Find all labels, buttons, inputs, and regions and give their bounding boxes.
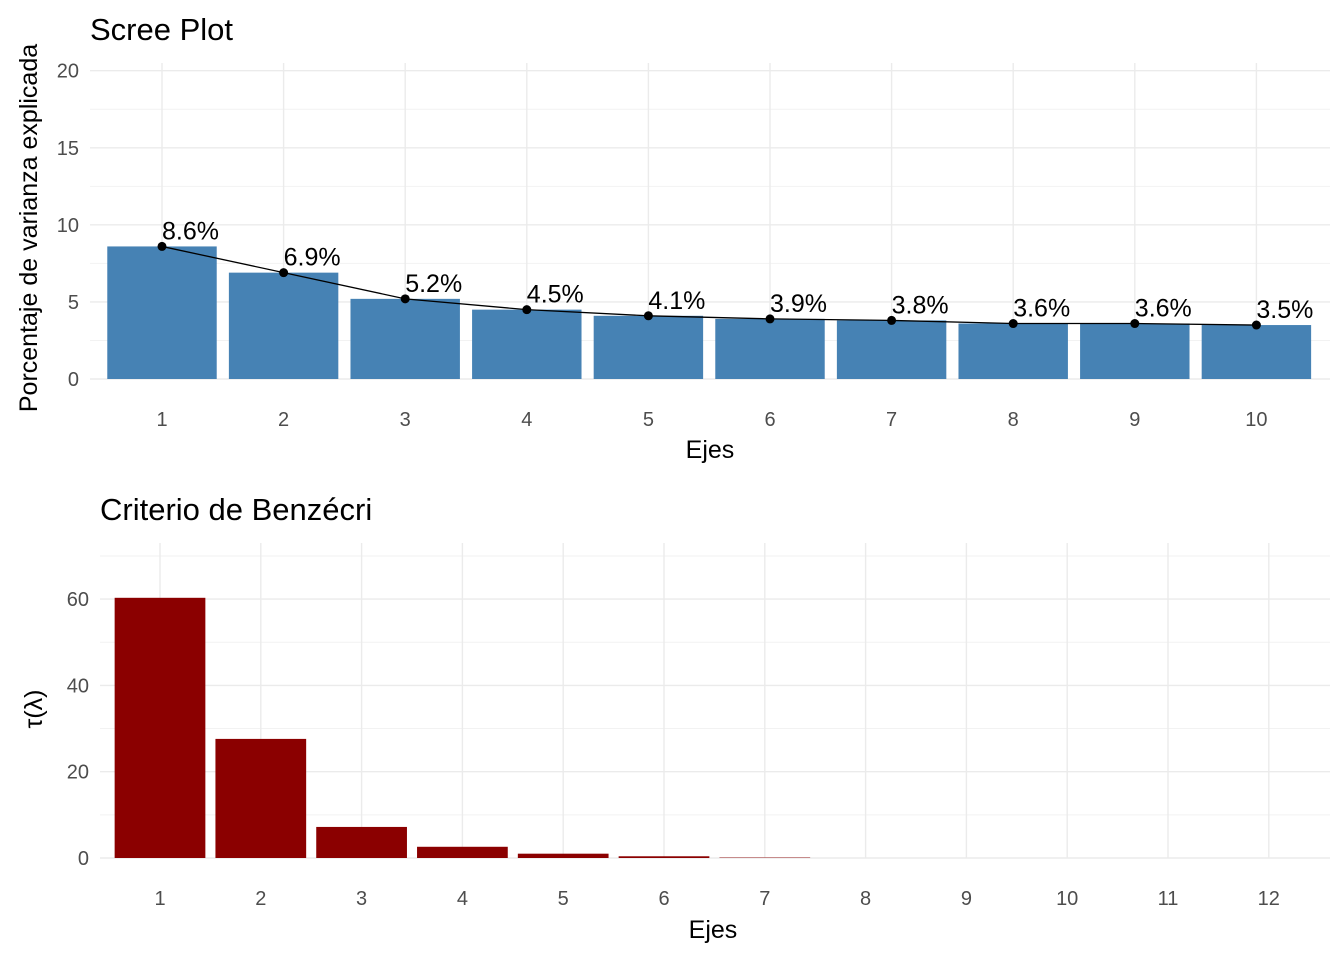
scree-plot-point bbox=[765, 314, 775, 324]
scree-plot-y-tick-label: 20 bbox=[57, 61, 79, 83]
benzecri-bar bbox=[114, 597, 206, 858]
scree-plot-y-tick-label: 15 bbox=[57, 138, 79, 160]
benzecri-x-tick-label: 2 bbox=[255, 888, 266, 910]
scree-plot-x-tick-label: 3 bbox=[400, 409, 411, 431]
scree-plot-bar bbox=[836, 320, 947, 379]
scree-plot-series-line bbox=[161, 245, 1257, 326]
benzecri-y-tick-label: 0 bbox=[78, 848, 89, 870]
benzecri-x-tick-label: 5 bbox=[558, 888, 569, 910]
scree-plot-data-label: 4.5% bbox=[527, 281, 584, 309]
scree-plot-data-label: 4.1% bbox=[648, 287, 705, 315]
scree-plot-bars bbox=[107, 246, 1312, 379]
scree-plot-bar bbox=[1201, 325, 1312, 379]
scree-plot-y-tick-label: 10 bbox=[57, 215, 79, 237]
benzecri-y-tick-label: 20 bbox=[67, 762, 89, 784]
benzecri-x-tick-label: 11 bbox=[1158, 888, 1179, 910]
benzecri-x-tick-label: 6 bbox=[658, 888, 669, 910]
scree-plot-data-label: 3.6% bbox=[1135, 295, 1192, 323]
scree-plot-data-label: 5.2% bbox=[405, 270, 462, 298]
benzecri-x-tick-label: 3 bbox=[356, 888, 367, 910]
benzecri-bar bbox=[316, 826, 407, 858]
benzecri-bar bbox=[517, 853, 609, 858]
scree-plot-bar bbox=[472, 309, 582, 379]
benzecri-x-ticks: 1 2 3 4 5 6 7 8 9 10 11 12 bbox=[154, 888, 1279, 910]
benzecri-x-tick-label: 1 bbox=[154, 888, 165, 910]
benzecri-x-tick-label: 12 bbox=[1258, 888, 1280, 910]
scree-plot-x-tick-label: 2 bbox=[278, 409, 289, 431]
scree-plot-title: Scree Plot bbox=[90, 12, 233, 47]
scree-plot-point bbox=[400, 294, 410, 304]
benzecri-bar bbox=[618, 856, 710, 858]
scree-plot-line bbox=[157, 241, 1261, 330]
scree-plot-point bbox=[643, 311, 653, 321]
benzecri-y-tick-label: 60 bbox=[67, 589, 89, 611]
benzecri-y-tick-label: 40 bbox=[67, 675, 89, 697]
scree-plot-y-axis-title: Porcentaje de varianza explicada bbox=[15, 44, 43, 412]
scree-plot-x-tick-label: 8 bbox=[1008, 409, 1019, 431]
benzecri-bar bbox=[417, 846, 508, 858]
scree-plot-data-label: 6.9% bbox=[284, 244, 341, 272]
scree-plot-data-label: 3.9% bbox=[770, 290, 827, 318]
scree-plot-x-tick-label: 6 bbox=[764, 409, 775, 431]
scree-plot-chart: 8.6% 6.9% 5.2% 4.5% 4.1% 3.9% 3.8% 3.6% 3.6% 3.5%… bbox=[15, 12, 1330, 464]
benzecri-bar bbox=[215, 738, 307, 858]
scree-plot-point bbox=[157, 241, 167, 251]
benzecri-x-tick-label: 10 bbox=[1056, 888, 1078, 910]
scree-plot-x-tick-label: 5 bbox=[643, 409, 654, 431]
scree-plot-point bbox=[1130, 319, 1140, 329]
benzecri-grid bbox=[100, 543, 1330, 859]
scree-plot-x-tick-label: 9 bbox=[1129, 409, 1140, 431]
scree-plot-x-tick-label: 10 bbox=[1245, 409, 1267, 431]
scree-plot-bar bbox=[350, 298, 460, 379]
scree-plot-y-tick-label: 0 bbox=[68, 369, 79, 391]
scree-plot-point bbox=[1251, 320, 1261, 330]
scree-plot-data-labels: 8.6% 6.9% 5.2% 4.5% 4.1% 3.9% 3.8% 3.6% 3.6% 3.5% bbox=[162, 217, 1313, 324]
scree-plot-point bbox=[1008, 319, 1018, 329]
benzecri-y-axis-title: τ(λ) bbox=[20, 689, 48, 728]
scree-plot-x-tick-label: 7 bbox=[886, 409, 897, 431]
benzecri-title: Criterio de Benzécri bbox=[100, 492, 372, 527]
benzecri-x-tick-label: 7 bbox=[759, 888, 770, 910]
scree-plot-bar bbox=[228, 272, 339, 379]
scree-plot-data-label: 3.5% bbox=[1256, 296, 1313, 324]
scree-plot-bar bbox=[1080, 323, 1190, 379]
scree-plot-bar bbox=[958, 323, 1068, 379]
benzecri-x-tick-label: 4 bbox=[457, 888, 468, 910]
scree-plot-data-label: 3.8% bbox=[892, 291, 949, 319]
scree-plot-y-ticks: 0 5 10 15 20 bbox=[57, 61, 79, 391]
scree-plot-bar bbox=[715, 318, 825, 379]
scree-plot-x-tick-label: 1 bbox=[156, 409, 167, 431]
benzecri-bars bbox=[114, 597, 811, 858]
benzecri-x-tick-label: 8 bbox=[860, 888, 871, 910]
scree-plot-bar bbox=[593, 315, 704, 379]
scree-plot-point bbox=[279, 268, 289, 278]
scree-plot-x-tick-label: 4 bbox=[521, 409, 532, 431]
scree-plot-bar bbox=[107, 246, 217, 379]
scree-plot-data-label: 8.6% bbox=[162, 217, 219, 245]
scree-plot-y-tick-label: 5 bbox=[68, 292, 79, 314]
scree-plot-point bbox=[522, 305, 532, 315]
scree-plot-x-ticks: 1 2 3 4 5 6 7 8 9 10 bbox=[156, 409, 1267, 431]
benzecri-y-ticks: 0 20 40 60 bbox=[67, 589, 89, 870]
scree-plot-x-axis-title: Ejes bbox=[686, 436, 735, 464]
scree-plot-point bbox=[887, 315, 897, 325]
benzecri-x-axis-title: Ejes bbox=[689, 916, 738, 944]
scree-plot-data-label: 3.6% bbox=[1013, 295, 1070, 323]
benzecri-x-tick-label: 9 bbox=[961, 888, 972, 910]
